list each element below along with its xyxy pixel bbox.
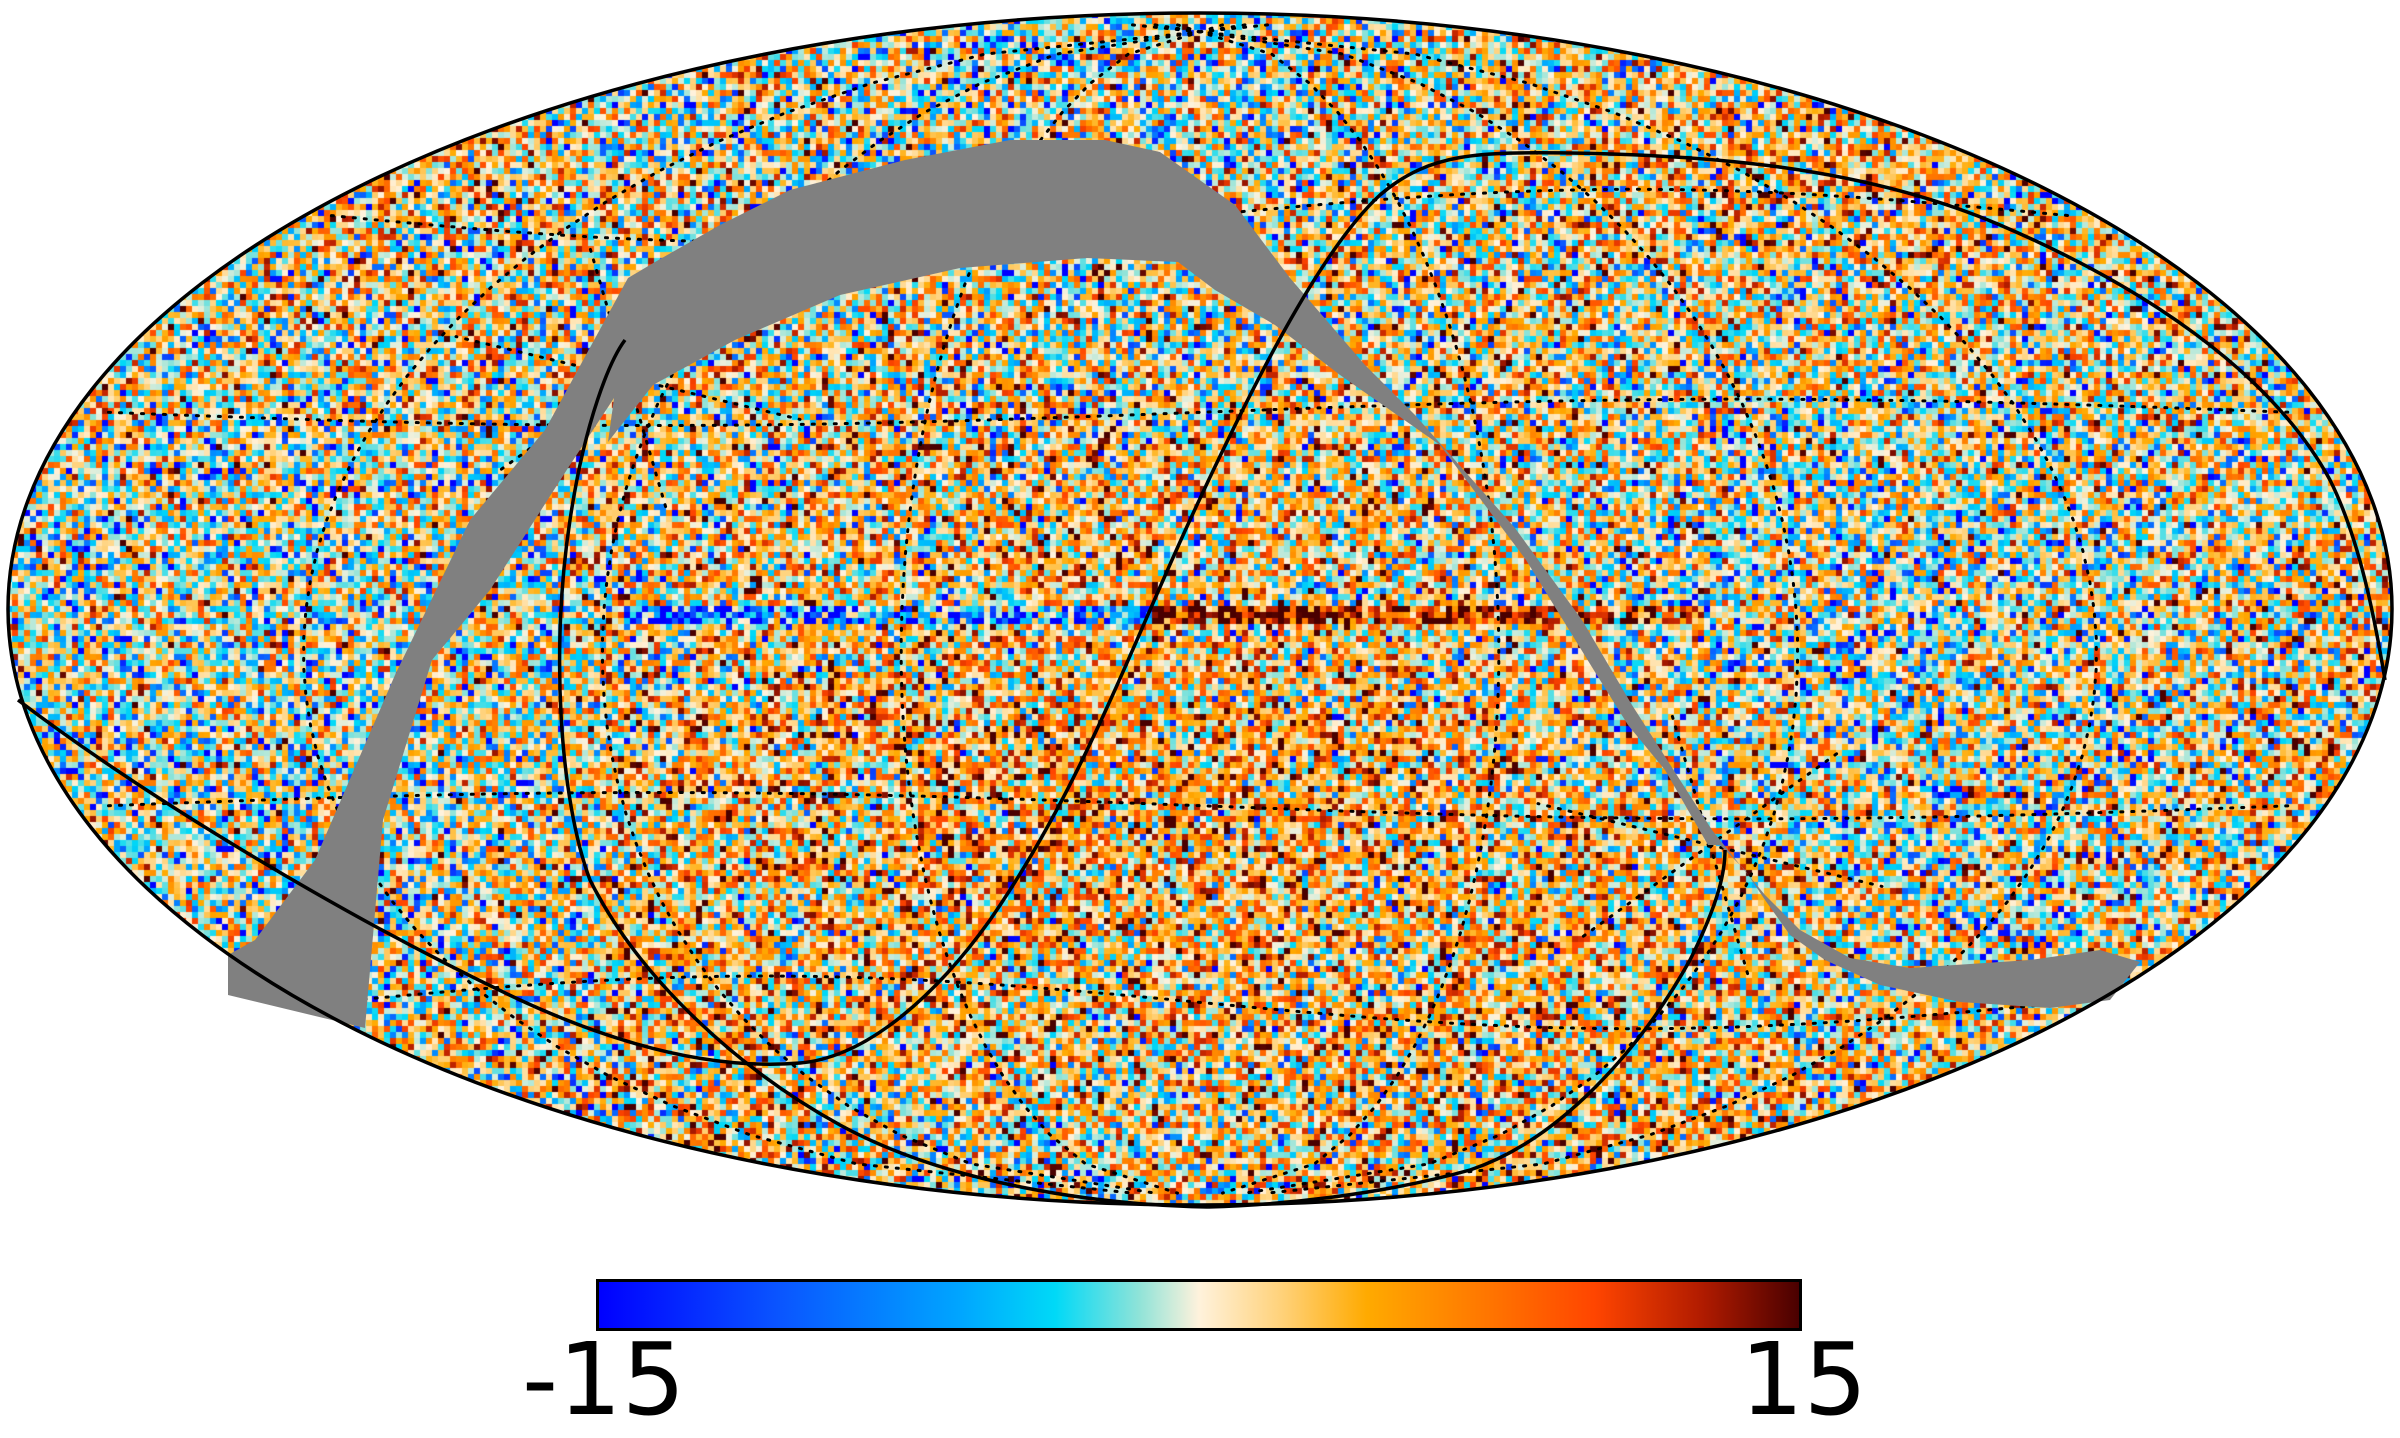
sky-map xyxy=(0,0,2400,1230)
colorbar-max-label: 15 xyxy=(1740,1321,1868,1438)
mask-band-left xyxy=(228,140,2140,1028)
colorbar-gradient xyxy=(596,1279,1802,1331)
graticule-parallel xyxy=(107,790,2293,821)
ecliptic-line xyxy=(16,151,2387,1066)
graticule-parallel xyxy=(329,974,2071,1031)
sky-map-overlay xyxy=(6,11,2394,1209)
graticule-pole-spoke xyxy=(1708,748,1844,847)
graticule-meridian xyxy=(1176,23,1501,1195)
supergalactic-line xyxy=(557,338,1209,1209)
colorbar-min-label: -15 xyxy=(522,1321,686,1438)
graticule-pole-spoke xyxy=(1536,802,1712,847)
supergalactic-line-east xyxy=(1207,849,1727,1209)
graticule-pole-spoke xyxy=(1708,843,1752,983)
graticule-meridian xyxy=(302,23,1269,1195)
colorbar xyxy=(596,1279,1802,1331)
graticule-pole-spoke xyxy=(626,376,802,421)
graticule-meridian xyxy=(1153,23,1799,1195)
graticule-pole-spoke xyxy=(1708,843,1884,888)
graticule-pole-spoke xyxy=(454,335,630,380)
map-outline xyxy=(6,11,2394,1207)
graticule-pole-spoke xyxy=(1576,843,1712,942)
graticule-meridian xyxy=(1131,23,2098,1195)
graticule-meridian xyxy=(899,23,1224,1195)
graticule-parallel xyxy=(107,397,2293,428)
